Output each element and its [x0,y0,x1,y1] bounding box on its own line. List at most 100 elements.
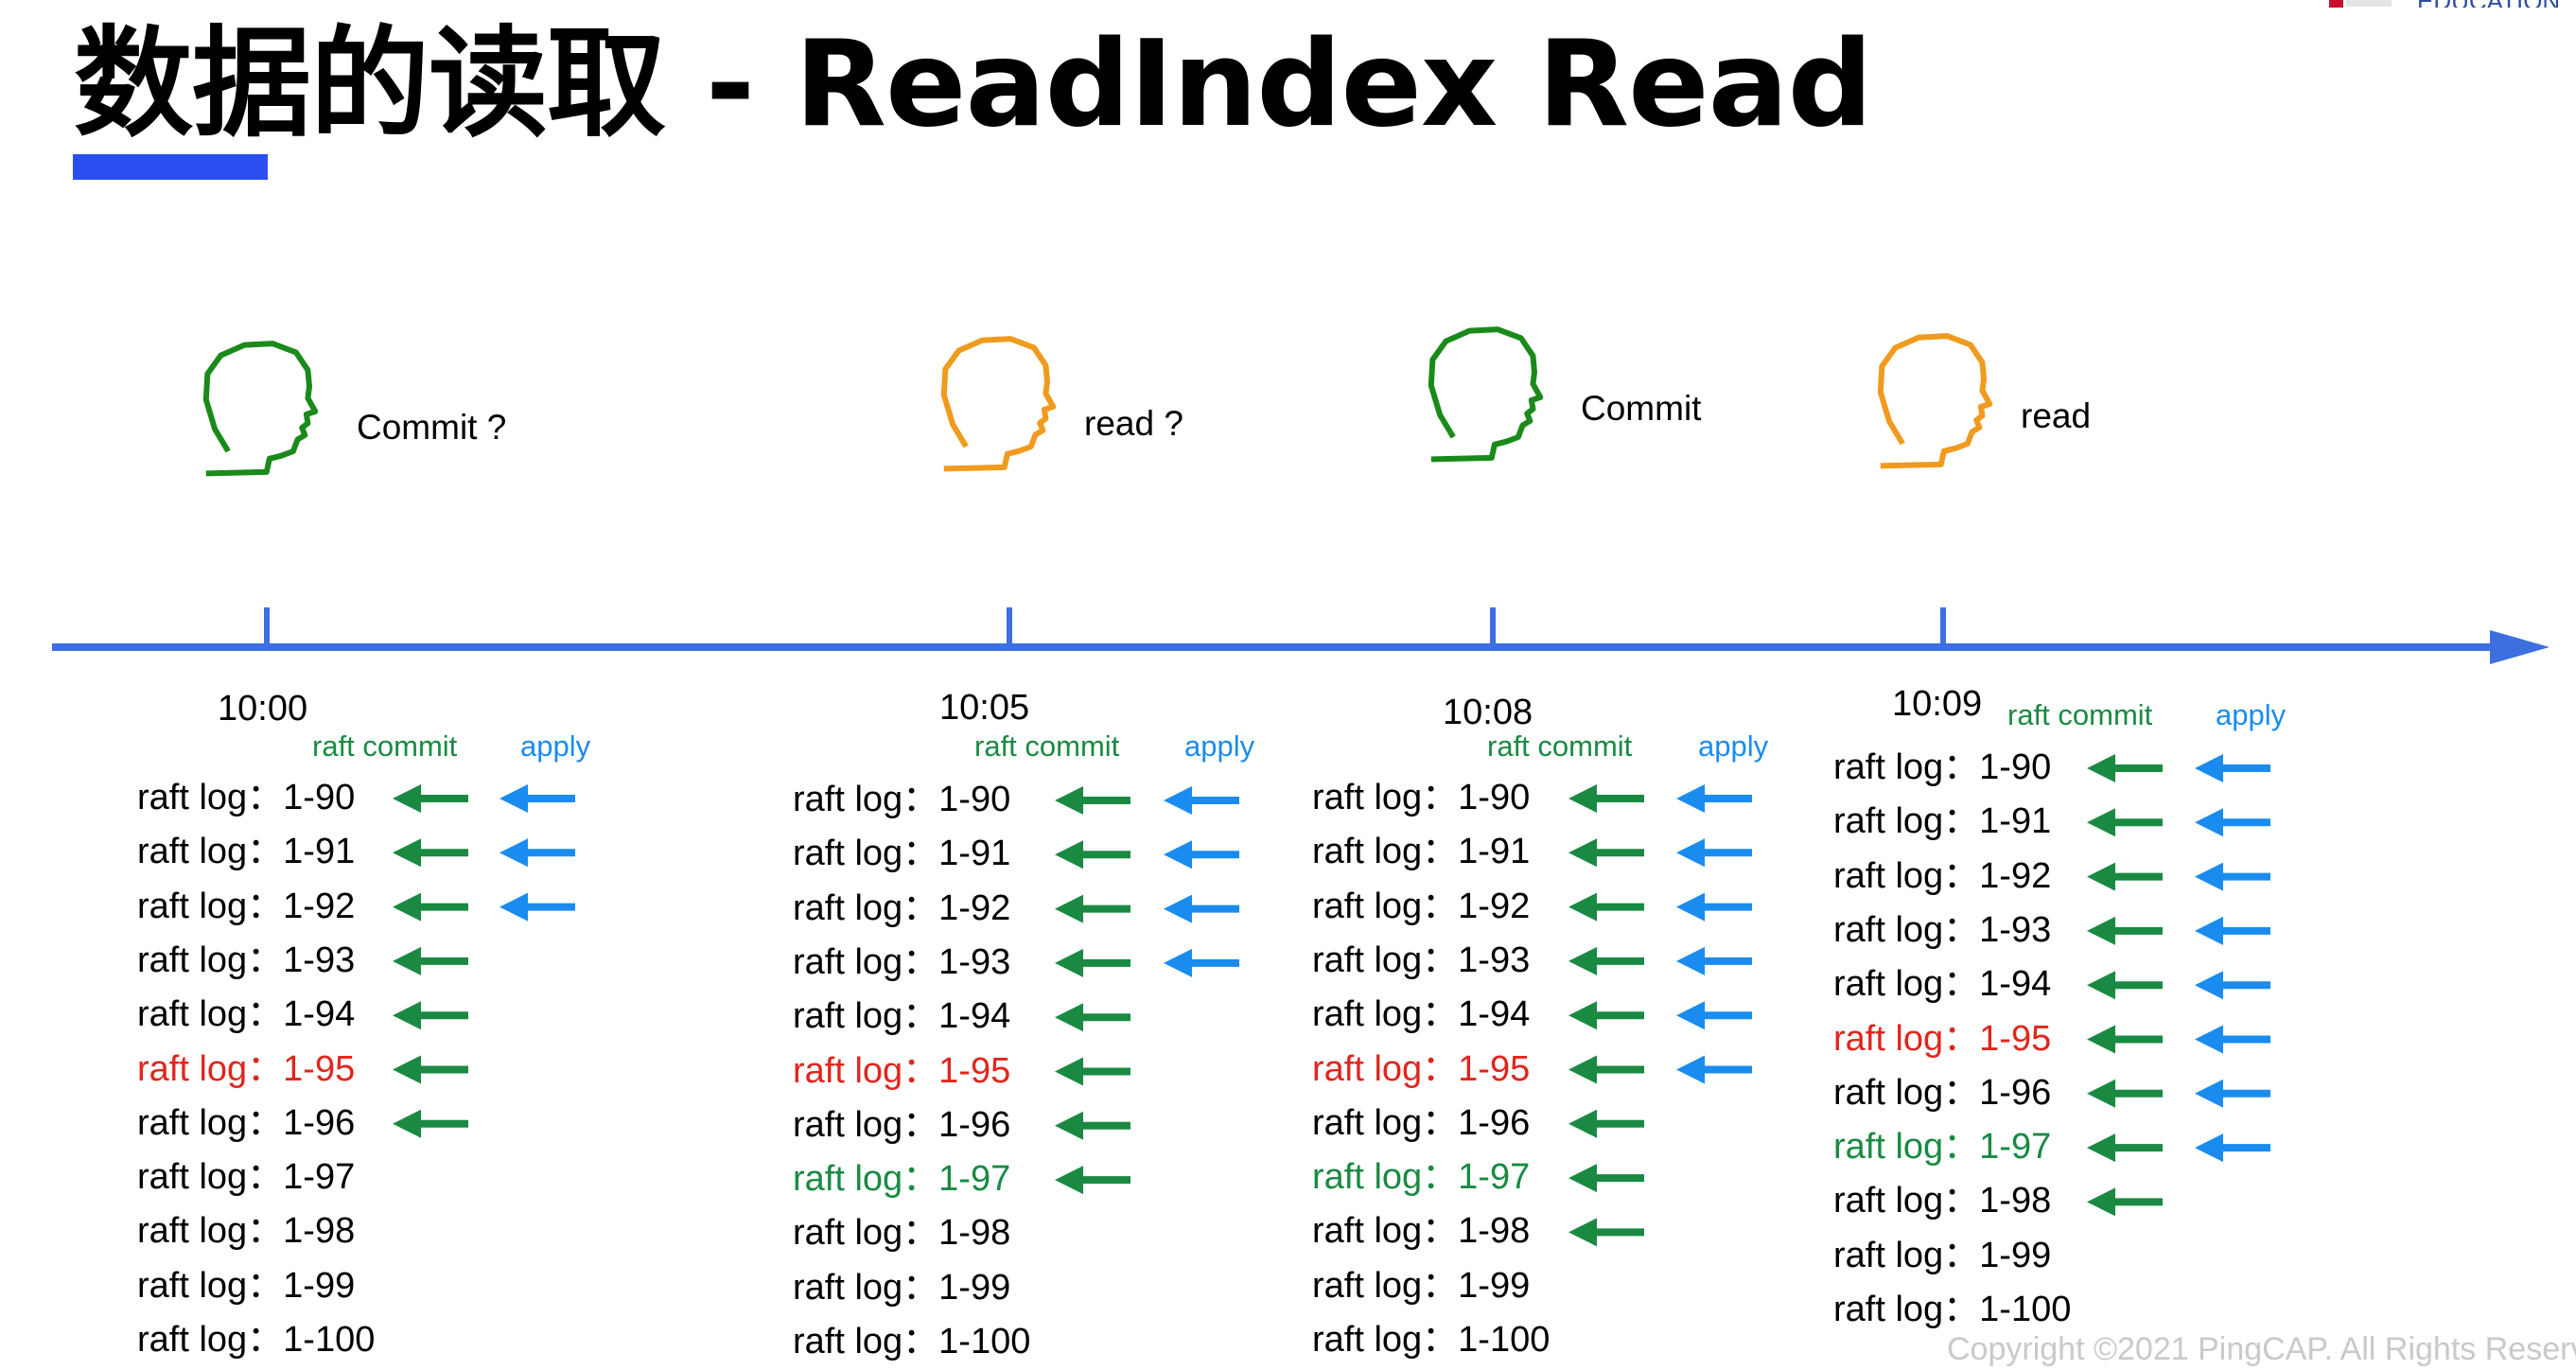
person-caption: Commit ? [357,408,507,447]
raft-log-entry: raft log：1-95 [1312,1048,1531,1089]
copyright-notice: Copyright ©2021 PingCAP. All Rights Rese… [1947,1331,2576,1367]
apply-arrow-head [2195,1133,2223,1163]
apply-arrow-head [1676,1055,1705,1084]
apply-arrow-head [499,784,528,813]
reader-head-icon [940,336,1057,472]
apply-arrow-head [2195,862,2223,891]
raft-log-entry: raft log：1-93 [1312,940,1531,980]
raft-log-entry: raft log：1-90 [137,778,356,817]
bookmark-icon [2329,0,2343,8]
apply-arrow-head [1164,840,1192,869]
raft-commit-arrow-head [393,784,421,813]
raft-commit-arrow-head [2087,862,2115,891]
raft-log-entry: raft log：1-98 [1312,1211,1531,1252]
raft-log-entry: raft log：1-100 [1833,1290,2072,1329]
raft-commit-arrow-head [1055,1003,1083,1032]
person-caption: read ? [1084,404,1183,443]
raft-log-entry: raft log：1-98 [137,1211,356,1252]
apply-arrow-head [2195,1025,2223,1054]
raft-commit-arrow-head [1055,1057,1083,1086]
raft-log-entry: raft log：1-90 [1833,747,2052,787]
raft-log-entry: raft log：1-96 [1833,1072,2052,1113]
raft-log-entry: raft log：1-95 [793,1050,1011,1091]
raft-log-entry: raft log：1-97 [137,1157,356,1198]
raft-log-entry: raft log：1-92 [793,887,1011,928]
raft-log-entry: raft log：1-97 [793,1159,1011,1200]
raft-commit-arrow-head [1568,838,1597,868]
time-label: 10:05 [939,688,1030,728]
raft-commit-arrow-head [1568,1001,1597,1030]
raft-log-entry: raft log：1-91 [1312,832,1531,872]
raft-log-entry: raft log：1-99 [1312,1265,1531,1306]
raft-log-entry: raft log：1-90 [793,780,1011,819]
apply-arrow-head [1164,948,1192,977]
raft-log-entry: raft log：1-94 [137,994,356,1035]
raft-log-entry: raft log：1-92 [1312,886,1531,926]
apply-arrow-head [499,838,528,868]
raft-commit-arrow-head [2087,971,2115,1000]
raft-log-entry: raft log：1-99 [1833,1235,2052,1275]
raft-log-entry: raft log：1-98 [1833,1181,2052,1221]
raft-commit-arrow-head [393,1055,421,1084]
apply-arrow-head [499,892,528,922]
raft-commit-arrow-head [1568,892,1597,922]
raft-commit-arrow-head [1055,948,1083,977]
raft-log-entry: raft log：1-97 [1312,1157,1531,1198]
apply-arrow-head [1676,946,1705,975]
apply-arrow-head [2195,1079,2223,1108]
reader-head-icon [1877,333,1993,469]
raft-commit-arrow-head [1568,946,1597,975]
raft-commit-arrow-head [393,838,421,868]
apply-header: apply [1698,729,1769,763]
raft-commit-header: raft commit [312,729,458,763]
raft-log-entry: raft log：1-93 [793,941,1011,982]
raft-commit-arrow-head [393,946,421,975]
raft-commit-arrow-head [1055,894,1083,923]
raft-log-entry: raft log：1-93 [137,940,356,980]
raft-log-entry: raft log：1-94 [1833,964,2052,1005]
raft-log-entry: raft log：1-94 [793,996,1011,1037]
apply-arrow-head [1164,786,1192,815]
raft-commit-arrow-head [2087,1079,2115,1108]
raft-log-entry: raft log：1-99 [793,1267,1011,1308]
raft-commit-arrow-head [1568,1055,1597,1084]
raft-commit-arrow-head [2087,808,2115,837]
raft-commit-arrow-head [1568,1164,1597,1193]
apply-header: apply [1184,729,1255,763]
apply-header: apply [2216,698,2287,731]
raft-log-entry: raft log：1-95 [1833,1018,2052,1059]
apply-arrow-head [1676,1001,1705,1030]
raft-commit-arrow-head [1055,1111,1083,1140]
corner-decoration [2346,0,2392,7]
raft-commit-header: raft commit [974,729,1120,763]
raft-log-entry: raft log：1-91 [793,834,1011,874]
title-accent-bar [73,154,268,180]
raft-log-entry: raft log：1-95 [137,1048,356,1089]
raft-log-entry: raft log：1-99 [137,1265,356,1306]
person-caption: read [2021,396,2092,435]
apply-arrow-head [1676,784,1705,813]
raft-log-entry: raft log：1-98 [793,1213,1011,1254]
raft-commit-arrow-head [1055,786,1083,815]
corner-logo-text: EDUCATION [2417,0,2576,8]
apply-header: apply [520,729,591,763]
raft-log-entry: raft log：1-96 [793,1104,1011,1145]
raft-commit-header: raft commit [1487,729,1633,763]
committer-head-icon [202,341,319,477]
raft-commit-arrow-head [1055,1166,1083,1195]
time-label: 10:08 [1443,693,1533,732]
apply-arrow-head [1164,894,1192,923]
apply-arrow-head [2195,971,2223,1000]
raft-commit-header: raft commit [2007,698,2153,731]
raft-commit-arrow-head [2087,754,2115,782]
raft-commit-arrow-head [1568,1109,1597,1138]
apply-arrow-head [2195,808,2223,837]
raft-log-entry: raft log：1-90 [1312,778,1531,817]
raft-commit-arrow-head [2087,1133,2115,1163]
apply-arrow-head [2195,754,2223,782]
raft-log-entry: raft log：1-94 [1312,994,1531,1035]
raft-commit-arrow-head [393,1109,421,1138]
raft-commit-arrow-head [2087,1187,2115,1217]
raft-commit-arrow-head [393,1001,421,1030]
committer-head-icon [1428,326,1544,463]
